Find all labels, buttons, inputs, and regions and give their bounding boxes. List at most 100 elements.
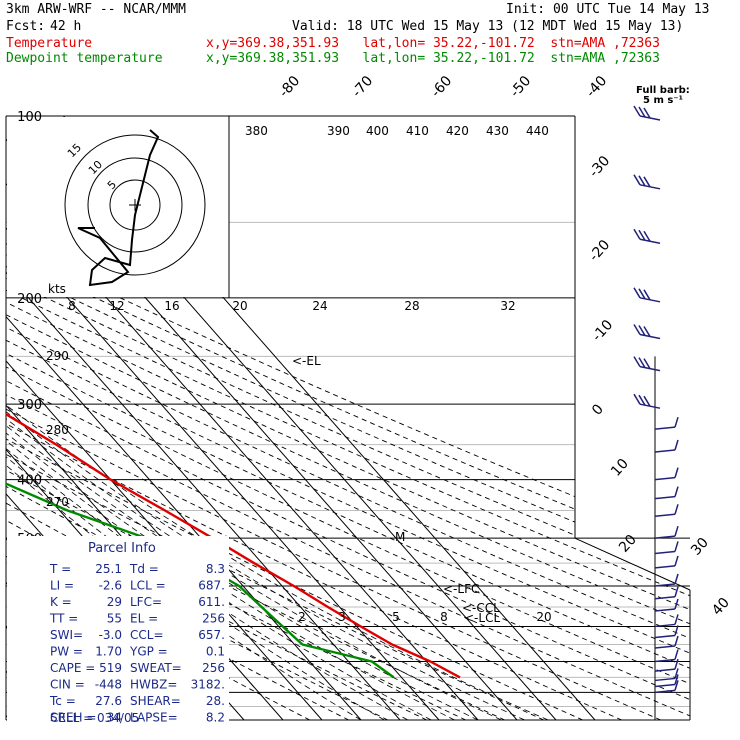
level-annotation: M xyxy=(395,530,405,544)
dry-adiabat xyxy=(6,116,690,720)
moist-adiabat xyxy=(6,222,408,720)
barb-legend-title: Full barb: xyxy=(636,85,690,96)
parcel-value: 687. xyxy=(198,579,225,593)
isotherm-tick-label: 40 xyxy=(709,595,733,619)
wind-barb xyxy=(654,649,679,663)
parcel-value: 8.2 xyxy=(206,711,225,725)
theta-e-label: 430 xyxy=(486,124,509,138)
dry-adiabat xyxy=(6,116,690,720)
parcel-info-box: Parcel Info T = 25.1 Td = 8.3 LI = -2.6 LCL = 68… xyxy=(7,536,229,726)
wind-barb xyxy=(654,614,679,628)
hodograph-ring xyxy=(64,134,206,276)
parcel-value: 8.3 xyxy=(206,562,225,576)
mixing-ratio-label: 20 xyxy=(232,299,247,313)
isotherm-tick-label: 0 xyxy=(589,401,607,418)
wind-barb xyxy=(654,598,679,612)
parcel-key: LI = xyxy=(50,579,74,593)
isotherm-tick-label: -40 xyxy=(583,73,610,101)
moist-adiabat xyxy=(6,222,525,720)
wind-barb xyxy=(654,625,679,639)
isotherm-tick-label: -60 xyxy=(428,73,455,101)
isotherm-tick-label: -20 xyxy=(586,237,613,265)
dry-adiabat xyxy=(6,116,505,720)
isotherm-tick-label: -70 xyxy=(349,73,376,101)
parcel-key: CCL= xyxy=(130,628,164,642)
dry-adiabat xyxy=(6,116,690,720)
wind-barb xyxy=(633,228,661,245)
parcel-cell: CELL = 034/05 xyxy=(50,711,139,725)
isotherm-tick-label: -10 xyxy=(589,317,616,345)
isotherm-tick-label: 20 xyxy=(616,532,640,556)
wind-barb xyxy=(654,635,679,649)
parcel-key: EL = xyxy=(130,612,158,626)
init-time: Init: 00 UTC Tue 14 May 13 xyxy=(506,2,710,17)
wind-barb xyxy=(654,504,679,518)
parcel-value: -448 xyxy=(95,678,122,692)
mixing-ratio-label: 24 xyxy=(312,299,327,313)
isotherm-tick-label: -30 xyxy=(586,153,613,181)
wind-barb xyxy=(633,356,661,372)
mixing-ratio-label: 8 xyxy=(68,299,76,313)
parcel-value: 657. xyxy=(198,628,225,642)
barb-legend-value: 5 m s⁻¹ xyxy=(643,95,683,106)
parcel-key: SHEAR= xyxy=(130,694,181,708)
parcel-value: 256 xyxy=(202,612,225,626)
wind-barb xyxy=(654,573,679,587)
dewpoint-legend-label: Dewpoint temperature xyxy=(6,51,163,66)
parcel-title: Parcel Info xyxy=(88,541,156,556)
wind-barb xyxy=(654,586,679,600)
wind-barb xyxy=(654,658,679,672)
parcel-value: -3.0 xyxy=(99,628,122,642)
parcel-box-background xyxy=(7,536,229,726)
parcel-key: LAPSE= xyxy=(130,711,178,725)
mixing-ratio-bottom-label: 3 xyxy=(338,610,346,624)
isotherm-line xyxy=(6,116,362,720)
mixing-ratio-bottom-label: 2 xyxy=(298,610,306,624)
right-border-cut xyxy=(574,537,691,591)
parcel-value: 28. xyxy=(206,694,225,708)
parcel-key: CIN = xyxy=(50,678,85,692)
dry-adiabat xyxy=(6,116,583,720)
pressure-tick-label: 200 xyxy=(17,292,42,307)
parcel-value: 256 xyxy=(202,661,225,675)
isotherm-tick-label: -50 xyxy=(507,73,534,101)
wind-barb xyxy=(654,674,679,688)
mixing-ratio-label: 32 xyxy=(500,299,515,313)
theta-e-label: 380 xyxy=(245,124,268,138)
dry-adiabat xyxy=(6,116,690,720)
mixing-ratio-label: 12 xyxy=(109,299,124,313)
parcel-value: 0.1 xyxy=(206,645,225,659)
mixing-ratio-bottom-label: 20 xyxy=(536,610,551,624)
isotherm-line xyxy=(6,116,323,720)
parcel-value: 27.6 xyxy=(95,694,122,708)
wind-barb xyxy=(633,105,661,121)
theta-label: 280 xyxy=(46,423,69,437)
parcel-value: 1.70 xyxy=(95,645,122,659)
parcel-key: T = xyxy=(49,562,71,576)
temperature-legend-label: Temperature xyxy=(6,36,93,51)
hodograph-ring xyxy=(87,157,183,253)
wind-barb xyxy=(654,668,679,682)
mixing-ratio-label: 28 xyxy=(404,299,419,313)
mixing-ratio-label: 16 xyxy=(164,299,179,313)
parcel-value: 29 xyxy=(107,595,122,609)
pressure-tick-label: 300 xyxy=(17,398,42,413)
dewpoint-legend-info: x,y=369.38,351.93 lat,lon= 35.22,-101.72… xyxy=(206,51,660,66)
theta-label: 270 xyxy=(46,495,69,509)
level-annotation: <-CCL xyxy=(462,601,500,615)
mixing-ratio-bottom-label: 8 xyxy=(440,610,448,624)
theta-label: 290 xyxy=(46,349,69,363)
dry-adiabat xyxy=(6,116,690,720)
dry-adiabat xyxy=(6,116,690,720)
wind-barb xyxy=(633,324,661,340)
theta-e-label: 410 xyxy=(406,124,429,138)
hodograph-ring xyxy=(109,179,161,231)
hodograph-background xyxy=(7,117,229,297)
hodograph-units-label: kts xyxy=(48,282,66,296)
parcel-value: 611. xyxy=(198,595,225,609)
dry-adiabat xyxy=(6,116,690,720)
parcel-key: CAPE = xyxy=(50,661,95,675)
model-title: 3km ARW-WRF -- NCAR/MMM xyxy=(6,2,187,17)
